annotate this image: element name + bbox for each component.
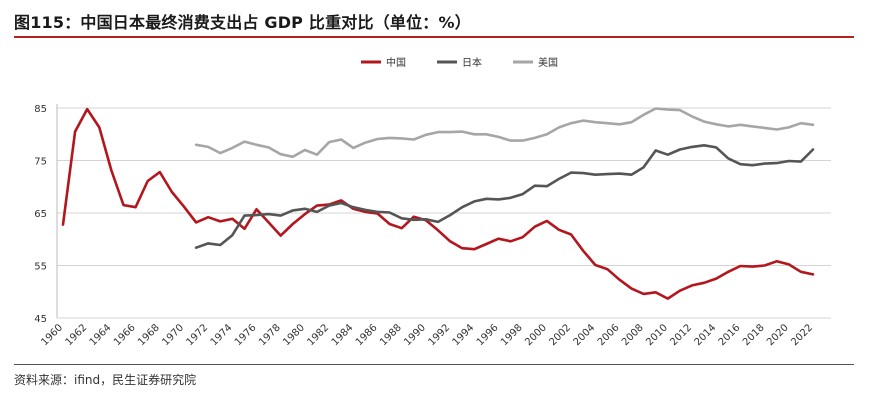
x-tick-label: 1990 (402, 322, 428, 348)
x-tick-label: 1972 (185, 322, 211, 348)
legend: 中国 日本 美国 (361, 56, 558, 69)
x-tick-label: 2014 (693, 322, 719, 348)
y-tick-label: 55 (34, 262, 47, 273)
footer-divider (14, 364, 854, 365)
x-tick-label: 2002 (547, 322, 573, 348)
x-tick-label: 2008 (620, 322, 646, 348)
y-tick-label: 75 (34, 157, 47, 168)
x-tick-label: 2012 (668, 322, 694, 348)
x-tick-label: 1996 (475, 322, 501, 348)
x-tick-label: 1960 (39, 322, 65, 348)
x-tick-label: 1974 (209, 322, 235, 348)
x-tick-label: 1978 (257, 322, 283, 348)
x-tick-label: 2016 (717, 322, 743, 348)
x-tick-label: 1988 (378, 322, 404, 348)
x-tick-label: 1998 (499, 322, 525, 348)
x-tick-label: 1976 (233, 322, 259, 348)
series-lines (61, 107, 815, 300)
x-tick-label: 2010 (644, 322, 670, 348)
y-axis-ticks: 45 55 65 75 85 (34, 104, 47, 325)
x-tick-label: 1992 (426, 322, 452, 348)
x-tick-label: 1968 (136, 322, 162, 348)
x-tick-label: 1980 (281, 322, 307, 348)
x-tick-label: 1964 (88, 322, 114, 348)
x-tick-label: 2004 (572, 322, 598, 348)
x-tick-label: 2000 (523, 322, 549, 348)
x-tick-label: 2020 (765, 322, 791, 348)
x-tick-label: 2022 (789, 322, 815, 348)
x-tick-label: 1994 (451, 322, 477, 348)
y-tick-label: 65 (34, 209, 47, 220)
legend-label: 美国 (538, 56, 558, 69)
x-tick-label: 1984 (330, 322, 356, 348)
x-tick-label: 1970 (160, 322, 186, 348)
x-tick-label: 1982 (305, 322, 331, 348)
legend-label: 中国 (386, 56, 406, 69)
y-tick-label: 45 (34, 314, 47, 325)
series-line-中国 (61, 107, 815, 300)
chart-title: 图115：中国日本最终消费支出占 GDP 比重对比（单位：%） (14, 13, 471, 32)
source-note: 资料来源：ifind，民生证券研究院 (14, 373, 197, 387)
series-line-美国 (194, 107, 815, 159)
x-tick-label: 2018 (741, 322, 767, 348)
x-tick-label: 2006 (596, 322, 622, 348)
legend-label: 日本 (462, 56, 482, 69)
title-divider (14, 36, 854, 38)
x-tick-label: 1962 (64, 322, 90, 348)
y-tick-label: 85 (34, 104, 47, 115)
gridlines (56, 104, 831, 319)
series-line-日本 (194, 144, 815, 249)
x-axis-ticks: 1960196219641966196819701972197419761978… (39, 322, 815, 348)
x-tick-label: 1986 (354, 322, 380, 348)
x-tick-label: 1966 (112, 322, 138, 348)
